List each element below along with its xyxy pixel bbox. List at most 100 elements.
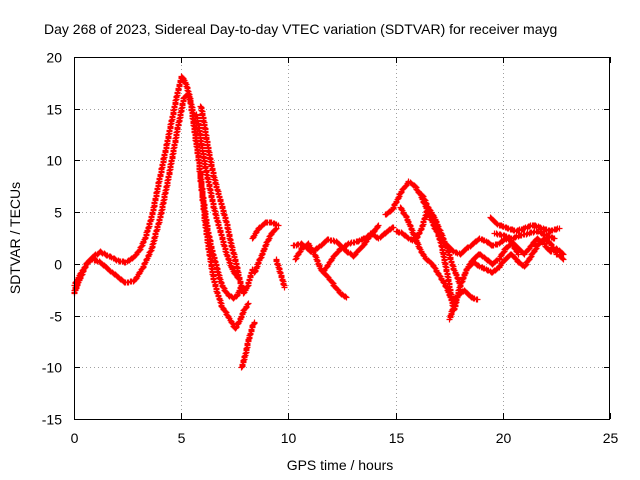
data-point <box>493 230 500 237</box>
data-point <box>207 158 214 165</box>
data-point <box>515 227 522 234</box>
data-point <box>155 179 162 186</box>
data-point <box>208 265 215 272</box>
data-point <box>214 187 221 194</box>
data-point <box>216 275 223 282</box>
data-point <box>532 222 539 229</box>
data-point <box>182 80 189 87</box>
data-point <box>150 238 157 245</box>
data-point <box>172 97 179 104</box>
data-point <box>153 227 160 234</box>
data-point <box>253 264 260 271</box>
data-point <box>112 256 119 263</box>
data-point <box>173 129 180 136</box>
data-point <box>224 225 231 232</box>
y-axis-label: SDTVAR / TECUs <box>7 182 23 294</box>
data-point <box>408 226 415 233</box>
data-point <box>204 239 211 246</box>
data-point <box>149 241 156 248</box>
data-point <box>412 183 419 190</box>
data-point <box>454 275 461 282</box>
data-point <box>166 167 173 174</box>
data-point <box>395 194 402 201</box>
data-point <box>330 237 337 244</box>
data-point <box>153 189 160 196</box>
data-point <box>530 229 537 236</box>
y-tick-label: -10 <box>42 360 62 376</box>
y-tick-label: 10 <box>46 153 62 169</box>
data-point <box>551 235 558 242</box>
data-point <box>257 255 264 262</box>
data-point <box>163 183 170 190</box>
data-point <box>281 284 288 291</box>
data-point <box>412 238 419 245</box>
x-tick-label: 10 <box>281 430 297 446</box>
data-point <box>225 256 232 263</box>
data-point <box>195 124 202 131</box>
data-point <box>77 271 84 278</box>
data-point <box>167 161 174 168</box>
series-track-11 <box>320 228 378 276</box>
data-point <box>553 226 560 233</box>
data-point <box>200 118 207 125</box>
data-point <box>235 275 242 282</box>
data-point <box>236 276 243 283</box>
data-point <box>216 296 223 303</box>
data-point <box>239 310 246 317</box>
data-point <box>390 224 397 231</box>
data-point <box>556 225 563 232</box>
series-track-7 <box>251 225 280 276</box>
series-track-3 <box>197 103 256 297</box>
data-point <box>197 137 204 144</box>
data-point <box>245 300 252 307</box>
data-point <box>198 107 205 114</box>
data-point <box>207 189 214 196</box>
data-point <box>342 293 349 300</box>
data-point <box>163 141 170 148</box>
data-point <box>170 107 177 114</box>
data-point <box>196 168 203 175</box>
data-point <box>312 253 319 260</box>
data-point <box>347 240 354 247</box>
data-point <box>343 294 350 301</box>
data-point <box>207 258 214 265</box>
y-tick-label: 20 <box>46 50 62 66</box>
data-point <box>262 242 269 249</box>
data-point <box>74 280 81 287</box>
data-point <box>215 271 222 278</box>
data-point <box>147 248 154 255</box>
data-point <box>176 115 183 122</box>
data-point <box>527 254 534 261</box>
y-tick-label: -15 <box>42 412 62 428</box>
data-point <box>225 292 232 299</box>
data-point <box>147 217 154 224</box>
data-point <box>274 261 281 268</box>
series-track-18 <box>367 224 397 242</box>
data-point <box>455 292 462 299</box>
data-point <box>447 290 454 297</box>
x-axis-label: GPS time / hours <box>287 457 394 473</box>
data-point <box>437 239 444 246</box>
data-point <box>186 96 193 103</box>
data-point <box>172 135 179 142</box>
data-point <box>559 255 566 262</box>
data-point <box>160 155 167 162</box>
data-point <box>500 249 507 256</box>
x-axis-ticks: 0 5 10 15 20 25 <box>71 57 618 446</box>
series-track-17 <box>491 228 558 242</box>
data-point <box>165 131 172 138</box>
data-point <box>160 197 167 204</box>
data-point <box>238 283 245 290</box>
data-point <box>419 192 426 199</box>
data-point <box>138 243 145 250</box>
chart-title: Day 268 of 2023, Sidereal Day-to-day VTE… <box>44 21 557 37</box>
data-point <box>76 275 83 282</box>
data-point <box>158 207 165 214</box>
data-point <box>214 218 221 225</box>
data-point <box>440 253 447 260</box>
data-point <box>168 117 175 124</box>
data-point <box>194 149 201 156</box>
data-point <box>228 243 235 250</box>
data-point <box>243 345 250 352</box>
data-point <box>222 308 229 315</box>
